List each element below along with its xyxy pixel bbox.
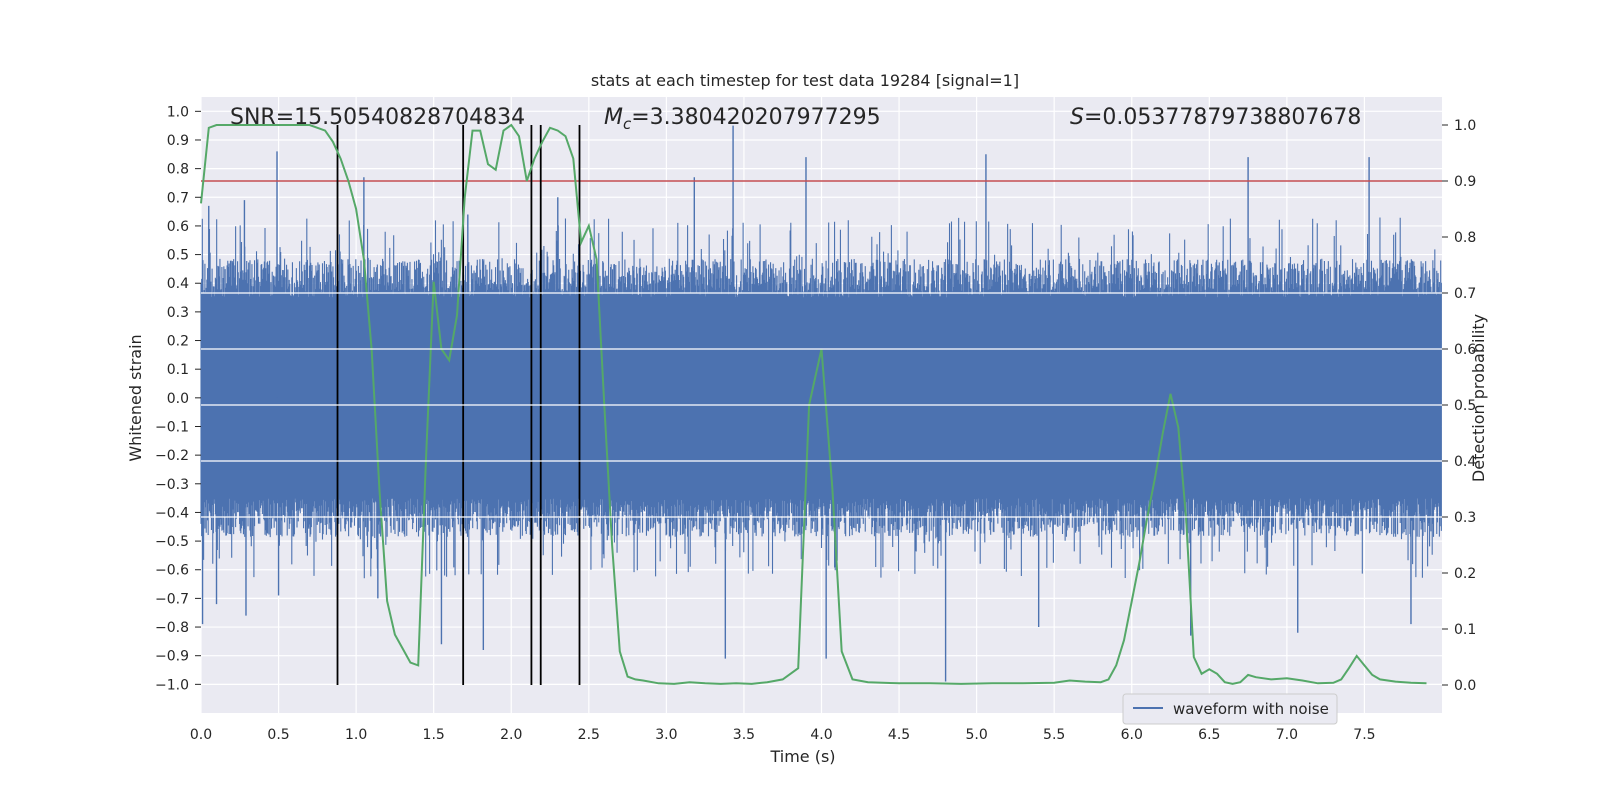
s-symbol: S (1070, 105, 1084, 130)
x-tick-label: 1.5 (423, 727, 445, 743)
chirp-mass-subscript: c (623, 115, 632, 133)
x-tick-label: 0.5 (267, 727, 289, 743)
y-tick-label: −0.3 (155, 477, 189, 493)
y-tick-label: 0.1 (167, 362, 189, 378)
x-tick-label: 1.0 (345, 727, 367, 743)
y-tick-label: 0.4 (167, 276, 189, 292)
y2-tick-labels: 0.0 0.1 0.2 0.3 0.4 0.5 0.6 0.7 0.8 0.9 1.0 (1442, 118, 1476, 694)
grid-overlay (201, 292, 1442, 518)
y-tick-label: 0.8 (167, 162, 189, 178)
x-tick-label: 0.0 (190, 727, 212, 743)
x-tick-label: 7.0 (1276, 727, 1298, 743)
y-tick-label: 0.2 (167, 334, 189, 350)
x-tick-label: 3.5 (733, 727, 755, 743)
legend-label: waveform with noise (1173, 700, 1329, 718)
chart-title: stats at each timestep for test data 192… (591, 71, 1019, 90)
y-tick-label: −1.0 (155, 677, 189, 693)
y-tick-label: 0.5 (167, 248, 189, 264)
y-tick-label: −0.9 (155, 649, 189, 665)
snr-annotation: SNR=15.50540828704834 (230, 105, 525, 130)
y-tick-label: −0.8 (155, 620, 189, 636)
x-tick-label: 5.0 (965, 727, 987, 743)
x-axis-label: Time (s) (769, 747, 835, 766)
y-tick-label: 0.0 (167, 391, 189, 407)
y2-tick-label: 0.4 (1454, 454, 1476, 470)
y-tick-label: −0.1 (155, 419, 189, 435)
x-tick-label: 3.0 (655, 727, 677, 743)
y2-tick-label: 0.1 (1454, 622, 1476, 638)
x-tick-labels: 0.0 0.5 1.0 1.5 2.0 2.5 3.0 3.5 4.0 4.5 5.0 5.5 6.0 6… (190, 727, 1376, 743)
chirp-mass-symbol: M (604, 105, 623, 130)
y-tick-label: 0.3 (167, 305, 189, 321)
s-annotation: S=0.05377879738807678 (1070, 105, 1361, 130)
y-axis-label: Whitened strain (126, 334, 145, 461)
x-tick-label: 2.5 (578, 727, 600, 743)
y2-tick-label: 0.3 (1454, 510, 1476, 526)
y2-tick-label: 0.9 (1454, 174, 1476, 190)
x-tick-label: 7.5 (1353, 727, 1375, 743)
y-tick-label: 0.6 (167, 219, 189, 235)
y2-tick-label: 0.2 (1454, 566, 1476, 582)
x-tick-label: 6.0 (1121, 727, 1143, 743)
waveform-series (200, 125, 1442, 682)
y2-tick-label: 0.6 (1454, 342, 1476, 358)
y-tick-label: 0.7 (167, 190, 189, 206)
chirp-mass-annotation: Mc=3.380420207977295 (604, 105, 881, 133)
y2-tick-label: 1.0 (1454, 118, 1476, 134)
s-value: =0.05377879738807678 (1084, 105, 1361, 130)
y-tick-label: −0.7 (155, 591, 189, 607)
y-tick-label: 0.9 (167, 133, 189, 149)
chirp-mass-value: =3.380420207977295 (631, 105, 880, 130)
probability-series (200, 123, 1427, 685)
waveform-line (200, 217, 1442, 579)
x-tick-label: 4.0 (810, 727, 832, 743)
y-tick-label: 1.0 (167, 104, 189, 120)
legend-box (1122, 693, 1338, 725)
y-tick-label: −0.2 (155, 448, 189, 464)
x-tick-label: 2.0 (500, 727, 522, 743)
y-tick-labels: −1.0 −0.9 −0.8 −0.7 −0.6 −0.5 −0.4 −0.3 −0.2 −0.1… (155, 104, 201, 693)
x-tick-label: 6.5 (1198, 727, 1220, 743)
x-tick-label: 4.5 (888, 727, 910, 743)
y-tick-label: −0.4 (155, 505, 189, 521)
legend: waveform with noise (1122, 693, 1338, 725)
probability-line (200, 123, 1427, 685)
y-tick-label: −0.5 (155, 534, 189, 550)
y2-tick-label: 0.5 (1454, 398, 1476, 414)
y2-tick-label: 0.0 (1454, 678, 1476, 694)
y2-tick-label: 0.7 (1454, 286, 1476, 302)
y-tick-label: −0.6 (155, 563, 189, 579)
x-tick-label: 5.5 (1043, 727, 1065, 743)
y2-tick-label: 0.8 (1454, 230, 1476, 246)
y2-axis-label: Detection probability (1469, 314, 1488, 482)
